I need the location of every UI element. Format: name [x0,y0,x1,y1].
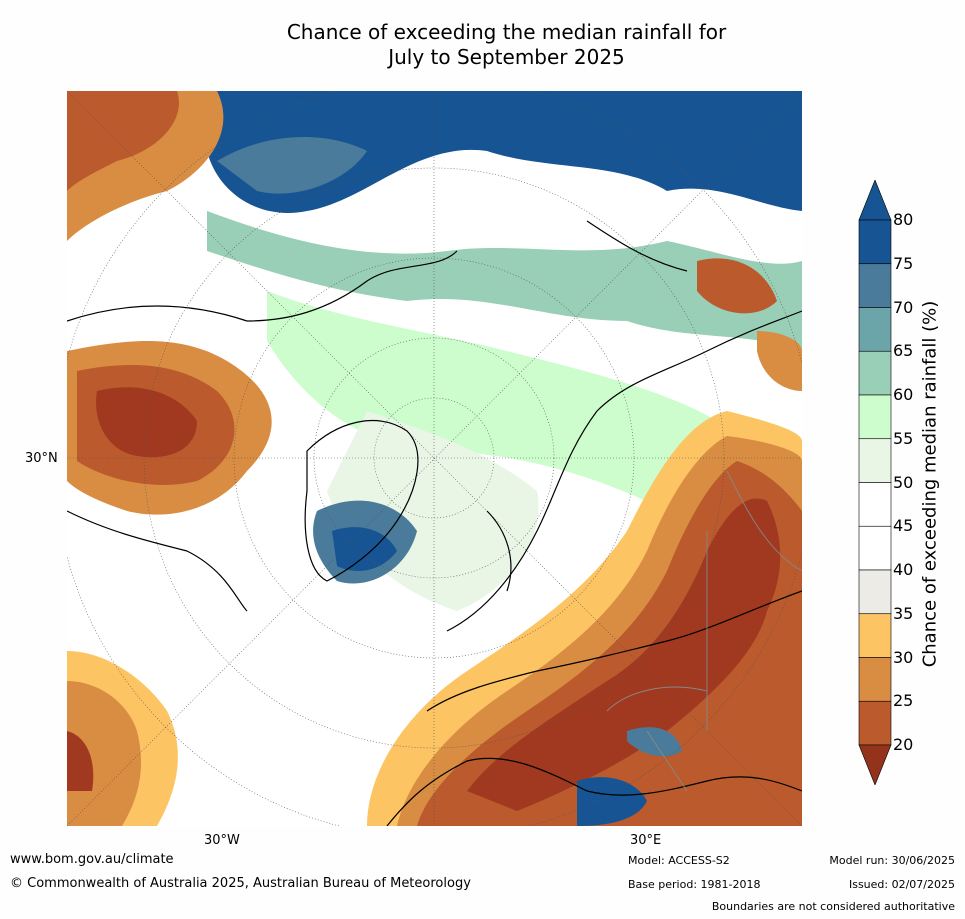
colorbar-tick-label: 75 [893,253,914,273]
colorbar-tick-label: 80 [893,210,914,229]
colorbar-band [858,482,892,527]
rainfall-probability-map [67,91,802,826]
colorbar-tick-label: 55 [893,428,914,448]
map-title: Chance of exceeding the median rainfall … [0,20,965,70]
footer-model-run: Model run: 30/06/2025 [829,854,955,867]
colorbar-label: Chance of exceeding median rainfall (%) [919,300,941,668]
colorbar-band [858,350,892,396]
lon-label-30e: 30°E [630,833,662,848]
colorbar-band [858,700,892,746]
colorbar-band [858,569,892,615]
footer-copyright: © Commonwealth of Australia 2025, Austra… [10,876,471,891]
colorbar-band [858,307,892,352]
colorbar-band [858,525,892,571]
lat-label-30n: 30°N [25,451,58,466]
colorbar-band [858,613,892,658]
footer-base-period: Base period: 1981-2018 [628,878,761,891]
title-line-2: July to September 2025 [388,45,625,69]
colorbar-band [858,438,892,483]
colorbar-extension-over [858,180,892,221]
colorbar-tick-label: 40 [893,560,914,579]
footer-issued: Issued: 02/07/2025 [848,878,955,891]
title-line-1: Chance of exceeding the median rainfall … [286,20,727,44]
footer-url[interactable]: www.bom.gov.au/climate [10,852,174,867]
colorbar-band [858,219,892,265]
colorbar-band [858,657,892,702]
colorbar-tick-label: 50 [893,472,914,492]
lon-label-30w: 30°W [204,833,240,848]
footer-model: Model: ACCESS-S2 [628,854,730,867]
map-svg [67,91,802,826]
colorbar-tick-label: 30 [893,647,914,667]
colorbar-ticks: 80 75 70 65 60 55 50 45 40 35 30 25 20 [893,0,933,919]
colorbar-tick-label: 25 [893,691,914,711]
colorbar-band [858,263,892,308]
colorbar-extension-under [858,744,892,785]
colorbar [858,180,892,785]
colorbar-tick-label: 35 [893,603,914,623]
wet-region-north-pacific [207,91,802,213]
colorbar-tick-label: 60 [893,385,914,404]
colorbar-tick-label: 45 [893,516,914,536]
colorbar-tick-label: 65 [893,341,914,361]
footer-boundaries-note: Boundaries are not considered authoritat… [711,900,955,913]
colorbar-band [858,394,892,440]
colorbar-tick-label: 70 [893,297,914,317]
colorbar-tick-label: 20 [893,735,914,754]
